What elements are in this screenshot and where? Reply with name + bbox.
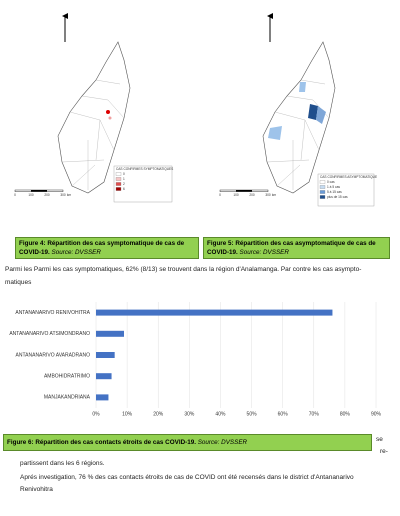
caption-source: Source: DVSSER — [197, 439, 248, 446]
scale-label: 200 — [249, 193, 255, 197]
legend-swatch — [115, 177, 122, 181]
x-tick-label: 50% — [247, 411, 258, 417]
x-tick-label: 70% — [309, 411, 320, 417]
region-highlight — [308, 104, 318, 120]
x-tick-label: 80% — [340, 411, 351, 417]
y-tick-label: MANJAKANDRIANA — [44, 395, 91, 401]
scale-bar — [236, 190, 252, 192]
region-highlight — [316, 106, 326, 124]
x-tick-label: 20% — [153, 411, 164, 417]
legend-swatch — [115, 182, 122, 186]
legend-swatch — [319, 190, 326, 194]
legend-item: 6 — [123, 187, 125, 191]
scale-label: 300 — [60, 193, 66, 197]
legend-swatch — [319, 180, 326, 184]
scale-label: 100 — [28, 193, 34, 197]
scale-label: 200 — [44, 193, 50, 197]
figure-caption: Figure 4: Répartition des cas symptomati… — [15, 237, 199, 259]
paragraph-line: Renivohitra — [20, 486, 53, 493]
legend-title: CAS CONFIRMES ASYMPTOMATIQUE — [320, 175, 377, 179]
paragraph-line: matiques — [5, 279, 32, 286]
caption-source: Source: DVSSER — [51, 249, 101, 256]
map-1 — [57, 13, 173, 203]
legend-swatch — [115, 187, 122, 191]
map-2 — [262, 13, 375, 207]
paragraph-line: Aprés investigation, 76 % des cas contac… — [20, 474, 354, 481]
scale-label: 0 — [14, 193, 16, 197]
legend-item: 1 — [123, 177, 125, 181]
legend-swatch — [319, 195, 326, 199]
bar — [96, 394, 109, 401]
figure-caption: Figure 5: Répartition des cas asymptomat… — [203, 237, 390, 259]
legend-item: 0 — [123, 172, 125, 176]
paragraph-line: re- — [380, 448, 388, 455]
y-tick-label: ANTANANARIVO ATSIMONDRANO — [9, 331, 90, 337]
districts — [61, 79, 125, 190]
scale-label: km — [272, 193, 277, 197]
scale-bar — [31, 190, 47, 192]
y-tick-label: ANTANANARIVO RENIVOHITRA — [15, 310, 90, 316]
scale-label: 100 — [233, 193, 239, 197]
figure-caption: Figure 6: Répartition des cas contacts é… — [3, 434, 372, 451]
scale-label: 0 — [219, 193, 221, 197]
legend-item: plus de 15 cas — [327, 195, 348, 199]
x-tick-label: 30% — [184, 411, 195, 417]
legend-box — [317, 173, 375, 207]
legend-swatch — [319, 185, 326, 189]
caption-text: Figure 6: Répartition des cas contacts é… — [7, 439, 196, 446]
legend-box — [113, 165, 173, 203]
region-highlight — [268, 126, 282, 140]
x-tick-label: 0% — [92, 411, 100, 417]
legend-title: CAS CONFIRMES SYMPTOMATIQUES — [116, 167, 173, 171]
legend-item: 0 cas — [327, 180, 335, 184]
paragraph-line: partissent dans les 6 régions. — [20, 460, 105, 467]
caption-text: Figure 5: Répartition des cas asymptomat… — [207, 240, 376, 256]
x-tick-label: 40% — [215, 411, 226, 417]
legend-item: 1 à 5 cas — [327, 185, 340, 189]
legend-item: 2 — [123, 182, 125, 186]
bar — [96, 352, 115, 358]
y-tick-label: AMBOHIDRATRIMO — [44, 374, 90, 380]
bar — [96, 309, 333, 316]
y-tick-label: ANTANANARIVO AVARADRANO — [16, 352, 91, 358]
paragraph-line: Parmi les Parmi les cas symptomatiques, … — [5, 266, 362, 273]
paragraph-line: se — [376, 436, 383, 443]
region-highlight — [299, 82, 306, 92]
bar — [96, 373, 112, 380]
districts — [266, 79, 330, 190]
region-highlight — [106, 110, 110, 114]
caption-text: Figure 4: Répartition des cas symptomati… — [19, 240, 185, 256]
legend-swatch — [115, 172, 122, 176]
x-tick-label: 60% — [278, 411, 289, 417]
x-tick-label: 90% — [371, 411, 382, 417]
scale-label: km — [67, 193, 72, 197]
island — [262, 41, 336, 194]
x-tick-label: 10% — [122, 411, 133, 417]
legend-item: 5 à 15 cas — [327, 190, 342, 194]
bar — [96, 330, 124, 337]
caption-source: Source: DVSSER — [239, 249, 289, 256]
scale-label: 300 — [265, 193, 271, 197]
region-highlight — [108, 116, 112, 120]
